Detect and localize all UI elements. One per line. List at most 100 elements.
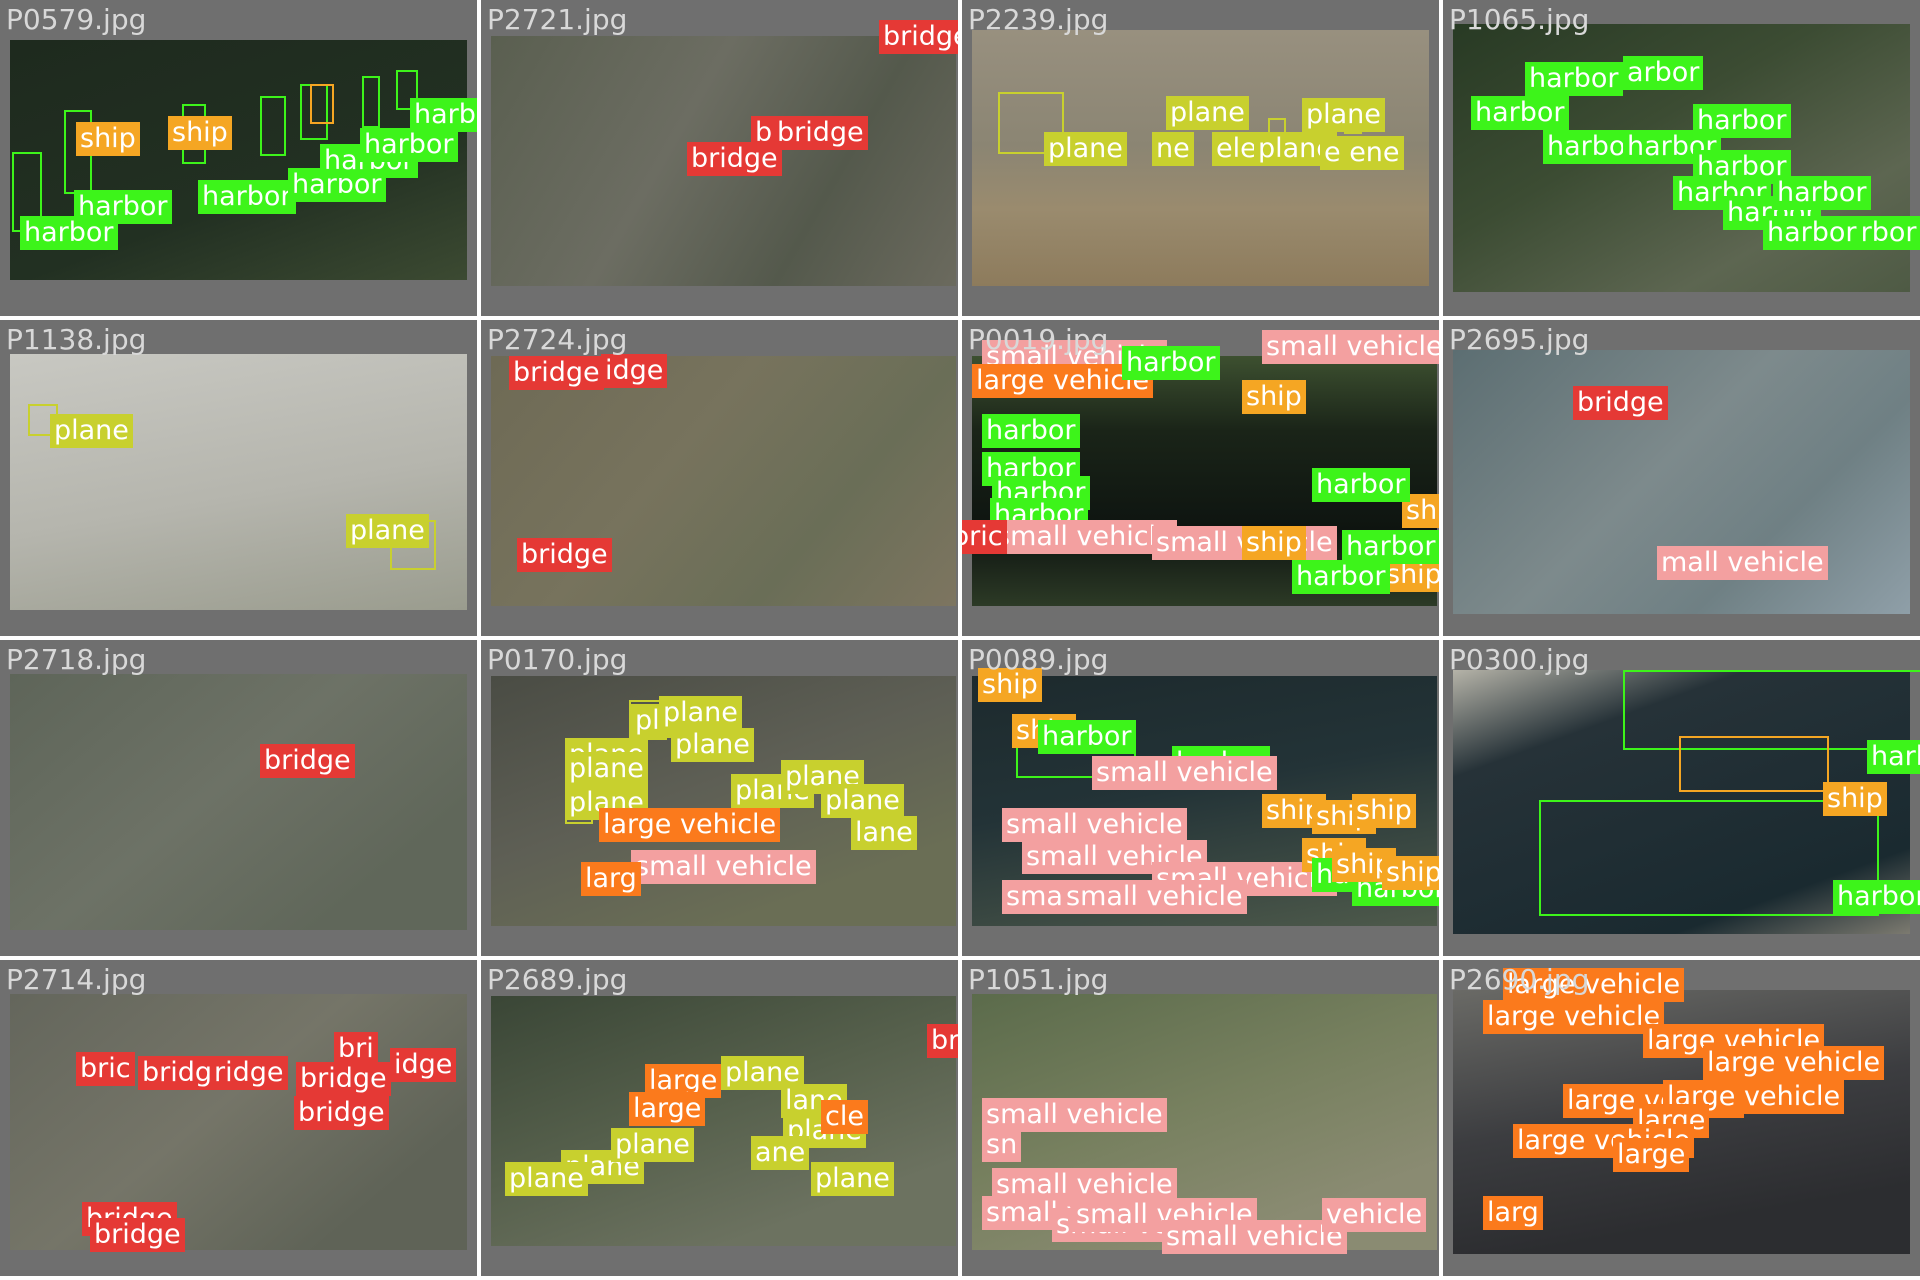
detection-label: harbor	[198, 180, 296, 214]
detection-label: large	[629, 1092, 706, 1126]
detection-label: plane	[50, 414, 133, 448]
mosaic-tile: P2718.jpg bridge	[0, 640, 477, 956]
mosaic-tile: P0579.jpg ship ship harbor harbor harbor harbo…	[0, 0, 477, 316]
mosaic-tile: P2714.jpg bric bridge ridge bri bridge idge bri…	[0, 960, 477, 1276]
detection-label: harbor	[1833, 880, 1920, 914]
detection-label: harbor	[360, 128, 458, 162]
tile-filename: P0300.jpg	[1449, 643, 1590, 676]
mosaic-tile: P2724.jpg bridge idge bridge	[481, 320, 958, 636]
detection-label: bridge	[927, 1024, 958, 1058]
detection-label: bridge	[294, 1096, 389, 1130]
detection-label: large vehicle	[1703, 1046, 1885, 1080]
detection-label: small vehicle	[631, 850, 816, 884]
tile-filename: P2695.jpg	[1449, 323, 1590, 356]
detection-label: harbor	[1471, 96, 1569, 130]
detection-label: mall vehicle	[1657, 546, 1828, 580]
detection-label: bric	[76, 1052, 135, 1086]
mosaic-tile: P1065.jpg harbor harbor arbor harbor harbor ha…	[1443, 0, 1920, 316]
detection-label: large vehicle	[1503, 968, 1685, 1002]
mosaic-tile: P2695.jpg bridge mall vehicle	[1443, 320, 1920, 636]
tile-filename: P0089.jpg	[968, 643, 1109, 676]
detection-label: harbor	[982, 414, 1080, 448]
tile-filename: P1065.jpg	[1449, 3, 1590, 36]
detection-label: harbor	[1673, 176, 1771, 210]
detection-label: ship	[1242, 526, 1306, 560]
detection-label: harbor	[1122, 346, 1220, 380]
detection-box	[310, 84, 334, 124]
detection-label: harbor	[1773, 176, 1871, 210]
mosaic-tile: P0019.jpg small vehicle small vehicle large…	[962, 320, 1439, 636]
detection-label: ship	[76, 122, 140, 156]
detection-label: ship	[1402, 494, 1439, 528]
detection-label: large vehicle	[1483, 1000, 1665, 1034]
detection-label: plane	[611, 1128, 694, 1162]
detection-label: harbor	[20, 216, 118, 250]
mosaic-tile: P2690.jpg large vehicle large vehicle large…	[1443, 960, 1920, 1276]
detection-label: plane	[1166, 96, 1249, 130]
detection-label: harbor	[1525, 62, 1623, 96]
detection-box	[396, 70, 418, 110]
detection-label: bridge	[773, 116, 868, 150]
detection-label: bridge	[296, 1062, 391, 1096]
tile-filename: P2239.jpg	[968, 3, 1109, 36]
detection-label: small vehicle	[1162, 1220, 1347, 1254]
detection-label: large	[1613, 1138, 1690, 1172]
detection-label: ane	[751, 1136, 810, 1170]
mosaic-tile: P0170.jpg plane plane plane plane plane plane p…	[481, 640, 958, 956]
detection-label: ne	[1152, 132, 1194, 166]
detection-label: large vehicle	[972, 364, 1154, 398]
detection-label: bridge	[517, 538, 612, 572]
detection-label: ship	[978, 668, 1042, 702]
detection-label: larg	[1483, 1196, 1543, 1230]
tile-filename: P2724.jpg	[487, 323, 628, 356]
aerial-image	[10, 674, 467, 930]
detection-label: harbor	[410, 98, 477, 132]
detection-label: harbor	[1623, 130, 1721, 164]
mosaic-tile: P1138.jpg plane plane	[0, 320, 477, 636]
detection-label: larg	[581, 862, 641, 896]
mosaic-tile: P0089.jpgshipshipharborharborshipsmall v…	[962, 640, 1439, 956]
detection-label: plane	[671, 728, 754, 762]
detection-label: harbor	[1763, 216, 1861, 250]
detection-label: vehicle	[1322, 1198, 1427, 1232]
detection-label: small vehicle	[982, 1098, 1167, 1132]
detection-box	[998, 92, 1064, 154]
detection-label: small vehicle	[992, 520, 1177, 554]
detection-label: ship	[168, 116, 232, 150]
detection-label: harbor	[1312, 468, 1410, 502]
mosaic-tile: P2239.jpg plane plane plane ne ele plane e ene	[962, 0, 1439, 316]
detection-label: harbor	[1038, 720, 1136, 754]
detection-label: bri	[334, 1032, 378, 1066]
aerial-image	[10, 354, 467, 610]
mosaic-tile: P2689.jpgbridgelargelargeplanelaneplanea…	[481, 960, 958, 1276]
detection-label: plane	[1044, 132, 1127, 166]
detection-label: plane	[505, 1162, 588, 1196]
detection-label: idge	[390, 1048, 457, 1082]
detection-label: sn	[982, 1128, 1022, 1162]
detection-label: plane	[811, 1162, 894, 1196]
detection-label: harbor	[1342, 530, 1439, 564]
detection-label: plane	[565, 752, 648, 786]
tile-filename: P2718.jpg	[6, 643, 147, 676]
detection-label: arbor	[1623, 56, 1704, 90]
detection-label: harbor	[1693, 150, 1791, 184]
tile-filename: P2721.jpg	[487, 3, 628, 36]
detection-label: small vehicle	[1262, 330, 1439, 364]
detection-label: b	[751, 116, 777, 150]
detection-label: small vehicle	[1002, 808, 1187, 842]
detection-label: harb	[1867, 740, 1920, 774]
detection-label: bridge	[509, 356, 604, 390]
detection-label: small vehicle	[1092, 756, 1277, 790]
detection-label: e ene	[1320, 136, 1404, 170]
detection-label: lane	[851, 816, 917, 850]
tile-filename: P2689.jpg	[487, 963, 628, 996]
detection-label: harbor	[1292, 560, 1390, 594]
detection-label: bric	[962, 520, 1007, 554]
detection-label: idge	[601, 354, 668, 388]
detection-box	[1623, 670, 1920, 750]
mosaic-tile: P2721.jpgbridgebridgebridgeb	[481, 0, 958, 316]
tile-filename: P1051.jpg	[968, 963, 1109, 996]
tile-filename: P0170.jpg	[487, 643, 628, 676]
detection-label: plane	[346, 514, 429, 548]
